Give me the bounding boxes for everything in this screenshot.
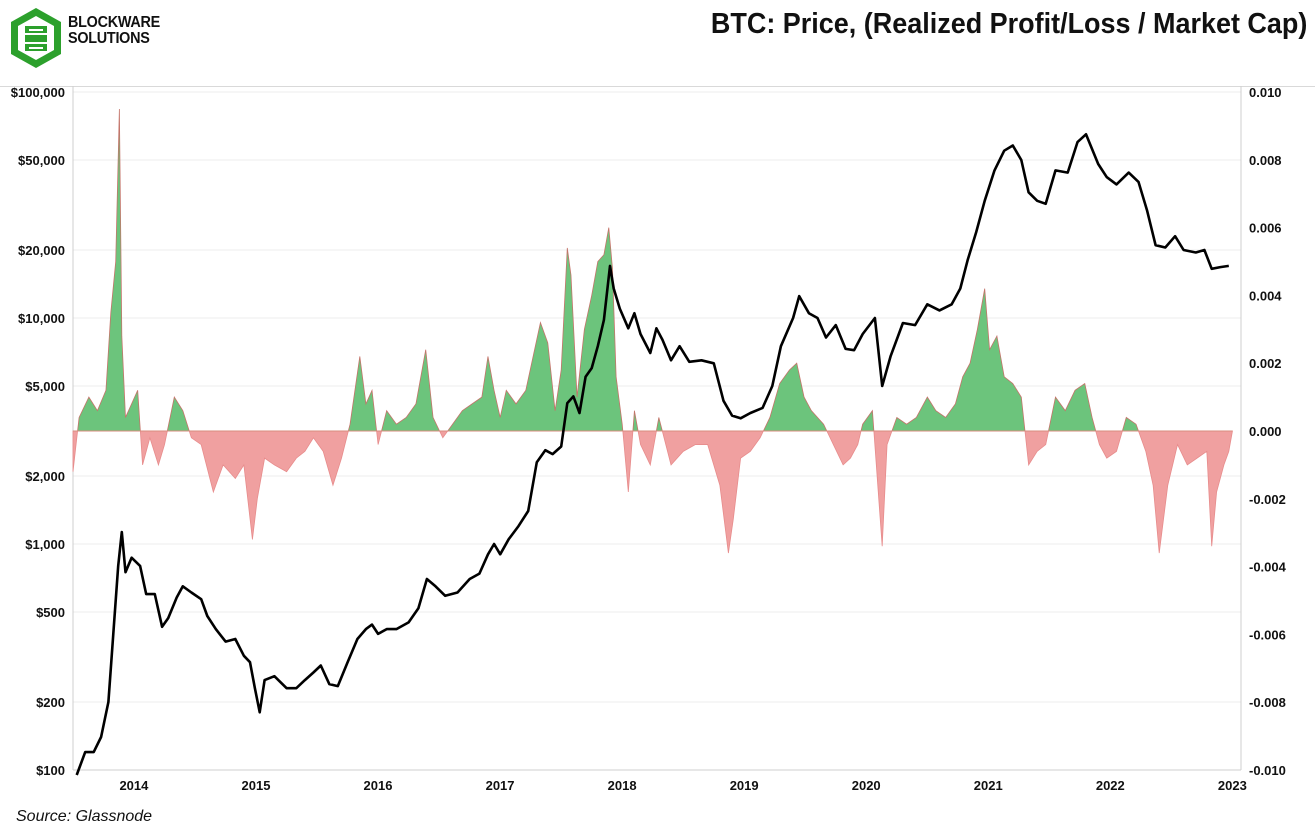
left-tick-label-4: $2,000 <box>25 469 65 484</box>
chart: $100 $200 $500 $1,000 $2,000 $5,000 $10,000 $20… <box>11 86 1287 793</box>
x-tick-label-8: 2022 <box>1096 778 1125 793</box>
left-tick-label-2: $500 <box>36 605 65 620</box>
right-tick-label-5: 0.000 <box>1249 424 1282 439</box>
x-tick-label-7: 2021 <box>974 778 1003 793</box>
brand-line-1: BLOCKWARE <box>68 14 160 31</box>
axes <box>72 86 1242 771</box>
x-tick-label-9: 2023 <box>1218 778 1247 793</box>
left-tick-label-5: $5,000 <box>25 379 65 394</box>
left-tick-label-0: $100 <box>36 763 65 778</box>
brand-name: BLOCKWARE SOLUTIONS <box>68 15 160 47</box>
price-line <box>75 133 1229 776</box>
x-tick-label-6: 2020 <box>852 778 881 793</box>
x-tick-label-4: 2018 <box>608 778 637 793</box>
left-tick-label-7: $20,000 <box>18 243 65 258</box>
x-tick-label-3: 2017 <box>486 778 515 793</box>
realized-loss-area <box>72 430 1233 554</box>
right-tick-label-0: -0.010 <box>1249 763 1286 778</box>
left-tick-label-3: $1,000 <box>25 537 65 552</box>
right-tick-label-2: -0.006 <box>1249 627 1286 642</box>
brand-line-2: SOLUTIONS <box>68 30 150 47</box>
chart-title: BTC: Price, (Realized Profit/Loss / Mark… <box>710 8 1307 40</box>
left-tick-label-8: $50,000 <box>18 153 65 168</box>
tick-labels: $100 $200 $500 $1,000 $2,000 $5,000 $10,000 $20… <box>11 86 1287 793</box>
blockware-logo-icon <box>11 8 61 68</box>
price-line-group <box>75 133 1229 776</box>
right-tick-label-6: 0.002 <box>1249 356 1282 371</box>
x-tick-label-2: 2016 <box>364 778 393 793</box>
x-tick-label-1: 2015 <box>242 778 271 793</box>
x-tick-label-5: 2019 <box>730 778 759 793</box>
left-tick-label-6: $10,000 <box>18 311 65 326</box>
left-tick-label-9: $100,000 <box>11 86 65 100</box>
source-note: Source: Glassnode <box>16 808 153 825</box>
left-tick-label-1: $200 <box>36 695 65 710</box>
right-tick-label-8: 0.006 <box>1249 221 1282 236</box>
right-tick-label-7: 0.004 <box>1249 288 1282 303</box>
right-tick-label-1: -0.008 <box>1249 695 1286 710</box>
realized-pl-area <box>72 108 1233 554</box>
right-tick-label-4: -0.002 <box>1249 492 1286 507</box>
realized-profit-area <box>73 108 1233 432</box>
header: BLOCKWARE SOLUTIONS BTC: Price, (Realize… <box>0 0 1315 87</box>
right-tick-label-10: 0.010 <box>1249 86 1282 100</box>
right-tick-label-9: 0.008 <box>1249 153 1282 168</box>
right-tick-label-3: -0.004 <box>1249 560 1287 575</box>
x-tick-label-0: 2014 <box>119 778 149 793</box>
